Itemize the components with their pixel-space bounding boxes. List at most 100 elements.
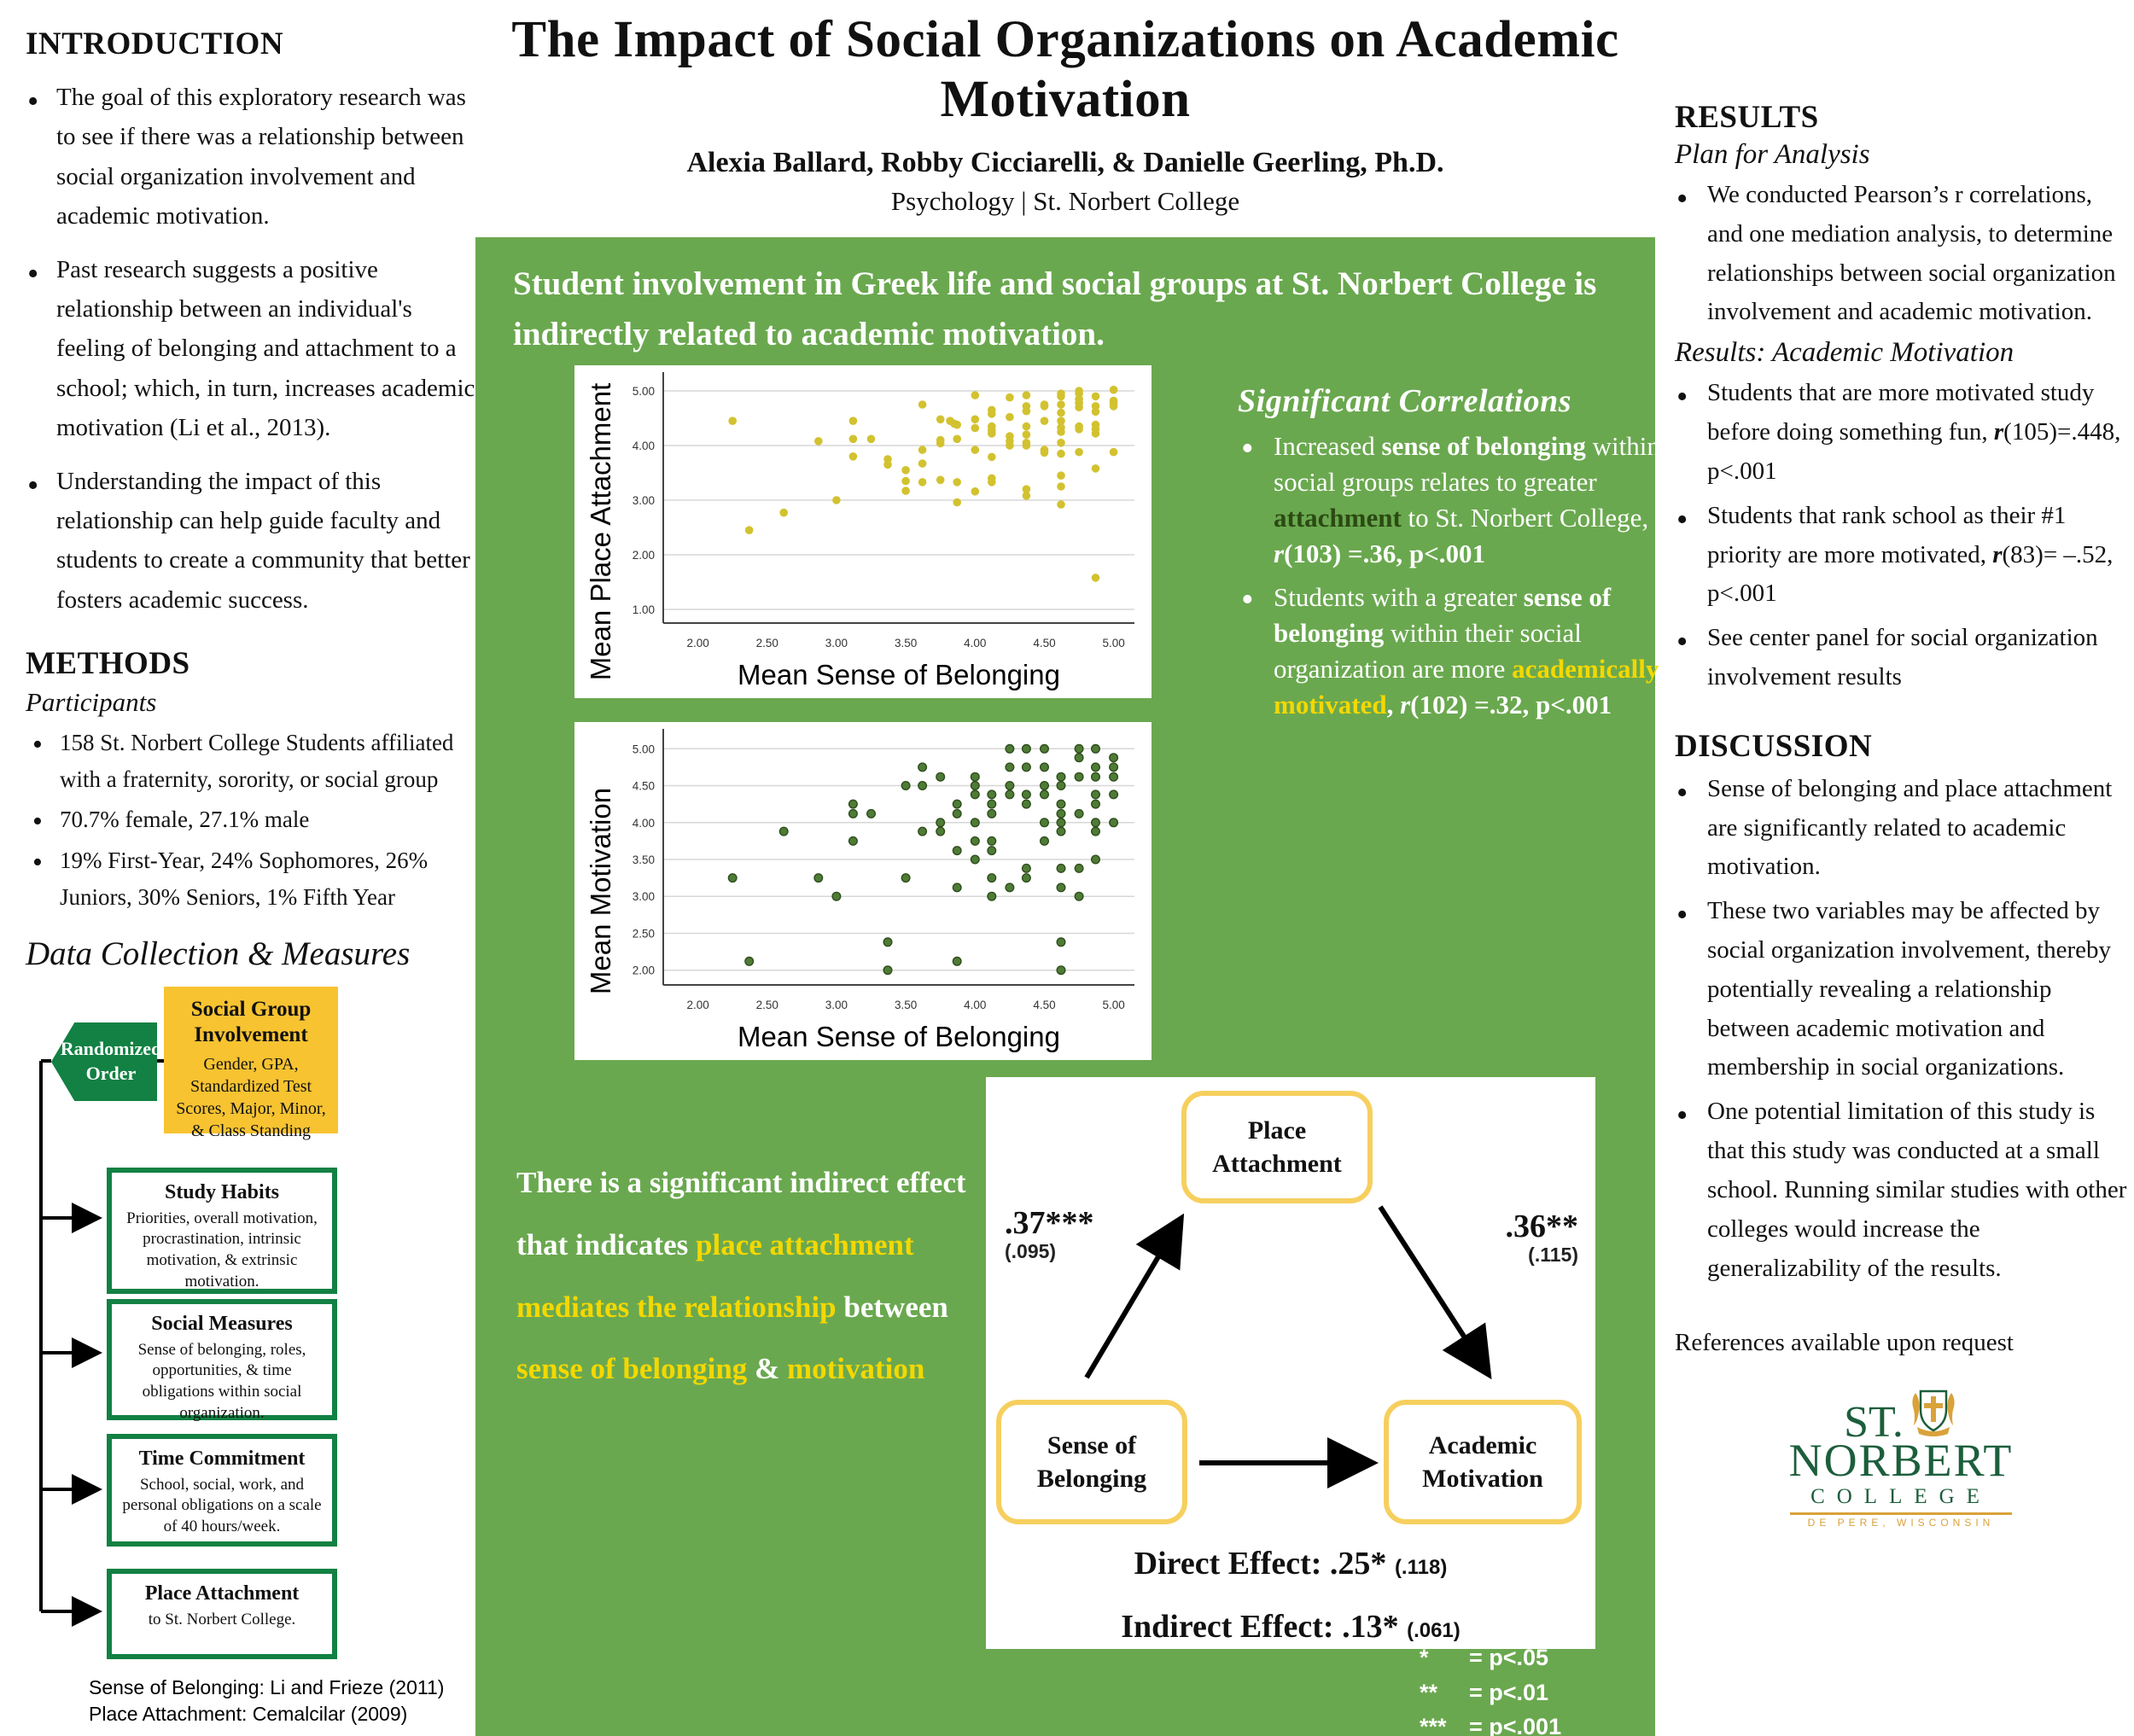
logo-city-text: DE PERE, WISCONSIN <box>1807 1517 1995 1529</box>
standard-error: (.095) <box>1005 1239 1057 1262</box>
introduction-list: The goal of this exploratory research wa… <box>26 76 481 620</box>
poster-header: The Impact of Social Organizations on Ac… <box>475 10 1655 217</box>
list-item: The goal of this exploratory research wa… <box>26 76 481 236</box>
svg-text:2.00: 2.00 <box>633 964 655 977</box>
b-path-coefficient: .36** (.115) <box>1505 1209 1579 1266</box>
svg-text:2.00: 2.00 <box>633 549 655 562</box>
logo-rule <box>1790 1512 2012 1516</box>
legend-stars: ** <box>1420 1679 1438 1705</box>
results-heading: RESULTS <box>1675 100 1819 135</box>
standard-error: (.115) <box>1528 1243 1578 1266</box>
study-habits-box: Study Habits Priorities, overall motivat… <box>107 1168 337 1294</box>
left-column: INTRODUCTION The goal of this explorator… <box>26 26 481 973</box>
svg-text:3.50: 3.50 <box>633 853 655 866</box>
legend-row: * = p<.05 <box>1420 1640 1561 1675</box>
svg-text:4.00: 4.00 <box>964 999 986 1011</box>
discussion-heading: DISCUSSION <box>1675 728 1873 764</box>
authors-line: Alexia Ballard, Robby Cicciarelli, & Dan… <box>686 147 1444 178</box>
coefficient-value: .36** <box>1505 1209 1579 1244</box>
list-item: Understanding the impact of this relatio… <box>26 460 481 620</box>
box-title: Place Attachment <box>144 1582 300 1605</box>
svg-text:5.00: 5.00 <box>633 743 655 755</box>
footnote-line: Place Attachment: Cemalcilar (2009) <box>89 1703 408 1726</box>
legend-stars: *** <box>1420 1714 1447 1736</box>
significant-correlations-block: Significant Correlations Increased sense… <box>1238 382 1670 731</box>
flowchart-connectors <box>39 1059 164 1627</box>
box-description: School, social, work, and personal oblig… <box>122 1475 322 1535</box>
svg-text:2.00: 2.00 <box>686 637 708 650</box>
results-academic-motivation-label: Results: Academic Motivation <box>1675 337 2014 369</box>
svg-text:3.00: 3.00 <box>825 637 848 650</box>
coefficient-value: .37*** <box>1005 1205 1094 1241</box>
list-item: Past research suggests a positive relati… <box>26 248 481 448</box>
svg-text:4.50: 4.50 <box>1033 637 1055 650</box>
box-title: Social Measures <box>151 1313 293 1335</box>
list-item: 70.7% female, 27.1% male <box>26 799 481 846</box>
scatter-plot-motivation: 2.00 2.50 3.00 3.50 4.00 4.50 5.00 2.00 2.50 3.00… <box>585 729 1134 1052</box>
list-item: We conducted Pearson’s r correlations, a… <box>1675 173 2127 332</box>
list-item: Students that are more motivated study b… <box>1675 371 2127 491</box>
place-attachment-box: Place Attachment to St. Norbert College. <box>107 1569 337 1659</box>
correlations-list: Increased sense of belonging within soci… <box>1238 425 1670 723</box>
a-path-coefficient: .37*** (.095) <box>1005 1205 1094 1262</box>
box-description: Sense of belonging, roles, opportunities… <box>137 1340 306 1422</box>
legend-text: = p<.01 <box>1469 1679 1549 1705</box>
svg-text:3.00: 3.00 <box>633 890 655 903</box>
measures-footnote: Sense of Belonging: Li and Frieze (2011)… <box>89 1675 444 1727</box>
svg-text:5.00: 5.00 <box>633 385 655 398</box>
logo-st-text: ST. <box>1844 1397 1904 1447</box>
legend-row: *** = p<.001 <box>1420 1710 1561 1736</box>
list-item: One potential limitation of this study i… <box>1675 1090 2127 1288</box>
legend-stars: * <box>1420 1645 1429 1670</box>
svg-text:Mean Sense of Belonging: Mean Sense of Belonging <box>738 659 1060 690</box>
list-item: Students with a greater sense of belongi… <box>1238 576 1670 722</box>
social-group-involvement-box: Social Group Involvement Gender, GPA, St… <box>164 987 338 1140</box>
snc-logo: ST. NORBERT COLLEGE DE PERE, WISCONSIN <box>1675 1388 2127 1529</box>
svg-text:2.50: 2.50 <box>756 637 778 650</box>
box-description: Priorities, overall motivation, procrast… <box>126 1209 318 1290</box>
references-note: References available upon request <box>1675 1329 2014 1357</box>
plan-list: We conducted Pearson’s r correlations, a… <box>1675 173 2127 332</box>
logo-college-text: COLLEGE <box>1810 1485 1991 1509</box>
participants-list: 158 St. Norbert College Students affilia… <box>26 722 481 916</box>
affiliation-line: Psychology | St. Norbert College <box>890 186 1240 216</box>
standard-error: (.061) <box>1407 1619 1461 1642</box>
node-sense-of-belonging: Sense of Belonging <box>996 1400 1187 1524</box>
list-item: Sense of belonging and place attachment … <box>1675 767 2127 887</box>
time-commitment-box: Time Commitment School, social, work, an… <box>107 1434 337 1547</box>
mediation-diagram: Place Attachment Sense of Belonging Acad… <box>986 1077 1595 1649</box>
scatter-card-place-attachment: 1.00 2.00 3.00 4.00 5.00 2.00 2.50 3.00 3.50 4.00… <box>574 365 1152 698</box>
node-academic-motivation: Academic Motivation <box>1384 1400 1582 1524</box>
box-description: to St. Norbert College. <box>148 1610 296 1628</box>
discussion-list: Sense of belonging and place attachment … <box>1675 767 2127 1289</box>
svg-text:Mean Sense of Belonging: Mean Sense of Belonging <box>738 1021 1060 1052</box>
randomized-order-shape: Randomized Order <box>51 1022 157 1101</box>
svg-text:4.50: 4.50 <box>633 780 655 793</box>
legend-row: ** = p<.01 <box>1420 1675 1561 1710</box>
mediation-arrows <box>1084 1205 1492 1488</box>
svg-text:3.50: 3.50 <box>895 999 917 1011</box>
box-title: Social Group Involvement <box>190 998 312 1046</box>
list-item: 158 St. Norbert College Students affilia… <box>26 722 481 798</box>
indirect-effect-statement: There is a significant indirect effect t… <box>516 1166 966 1386</box>
list-item: These two variables may be affected by s… <box>1675 889 2127 1087</box>
svg-text:4.50: 4.50 <box>1033 999 1055 1011</box>
introduction-heading: INTRODUCTION <box>26 26 284 61</box>
standard-error: (.118) <box>1394 1556 1448 1579</box>
box-title: Study Habits <box>164 1181 280 1203</box>
scatter-card-motivation: 2.00 2.50 3.00 3.50 4.00 4.50 5.00 2.00 2.50 3.00… <box>574 722 1152 1060</box>
svg-text:3.00: 3.00 <box>825 999 848 1011</box>
node-place-attachment: Place Attachment <box>1181 1091 1373 1203</box>
svg-text:3.00: 3.00 <box>633 494 655 507</box>
svg-text:Mean Place Attachment: Mean Place Attachment <box>585 383 616 681</box>
svg-text:2.50: 2.50 <box>633 928 655 941</box>
methods-heading: METHODS <box>26 646 190 682</box>
legend-text: = p<.001 <box>1469 1714 1562 1736</box>
box-description: Gender, GPA, Standardized Test Scores, M… <box>176 1055 326 1140</box>
effect-value: Indirect Effect: .13* <box>1121 1609 1399 1645</box>
shield-icon <box>1912 1390 1955 1437</box>
list-item: 19% First-Year, 24% Sophomores, 26% Juni… <box>26 840 481 916</box>
svg-text:5.00: 5.00 <box>1102 999 1124 1011</box>
correlations-heading: Significant Correlations <box>1238 383 1572 419</box>
svg-text:5.00: 5.00 <box>1102 637 1124 650</box>
